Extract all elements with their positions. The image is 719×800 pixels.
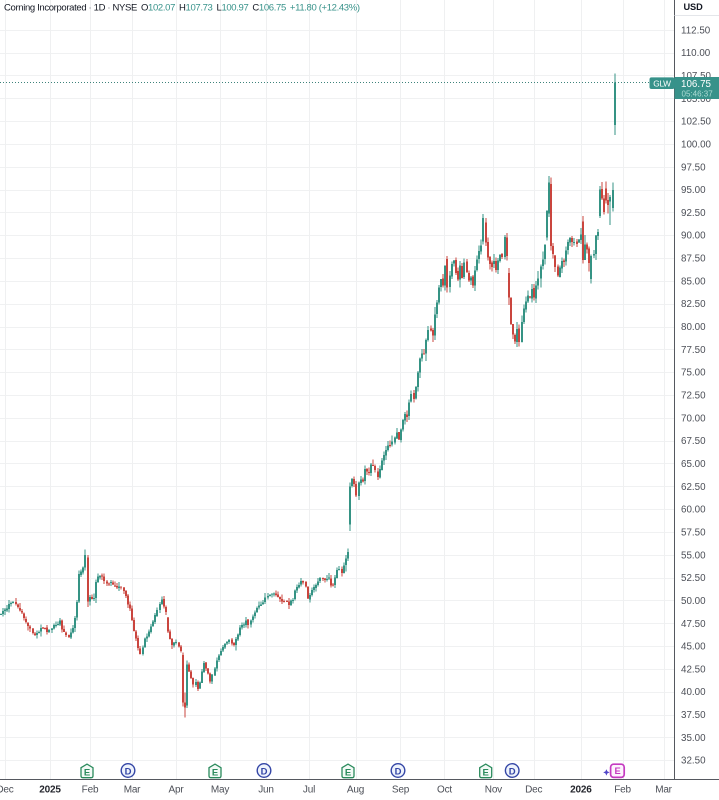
svg-text:2026: 2026 xyxy=(570,785,592,796)
svg-text:Jul: Jul xyxy=(303,785,315,796)
svg-text:45.00: 45.00 xyxy=(681,642,706,653)
svg-text:Nov: Nov xyxy=(485,785,502,796)
svg-text:Oct: Oct xyxy=(437,785,452,796)
svg-text:72.50: 72.50 xyxy=(681,391,706,402)
svg-text:95.00: 95.00 xyxy=(681,185,706,196)
svg-text:62.50: 62.50 xyxy=(681,482,706,493)
svg-text:37.50: 37.50 xyxy=(681,710,706,721)
svg-text:75.00: 75.00 xyxy=(681,368,706,379)
svg-text:May: May xyxy=(211,785,229,796)
svg-text:Aug: Aug xyxy=(347,785,364,796)
svg-text:D: D xyxy=(395,766,402,777)
svg-text:Feb: Feb xyxy=(82,785,99,796)
svg-text:D: D xyxy=(509,766,516,777)
svg-text:105.00: 105.00 xyxy=(681,94,712,105)
svg-text:Dec: Dec xyxy=(0,785,14,796)
svg-text:100.00: 100.00 xyxy=(681,139,712,150)
svg-text:55.00: 55.00 xyxy=(681,550,706,561)
svg-text:Apr: Apr xyxy=(169,785,185,796)
svg-text:77.50: 77.50 xyxy=(681,345,706,356)
svg-text:67.50: 67.50 xyxy=(681,436,706,447)
svg-text:E: E xyxy=(212,768,218,779)
svg-text:107.50: 107.50 xyxy=(681,71,712,82)
svg-text:97.50: 97.50 xyxy=(681,162,706,173)
svg-text:82.50: 82.50 xyxy=(681,299,706,310)
svg-text:Dec: Dec xyxy=(525,785,542,796)
svg-text:57.50: 57.50 xyxy=(681,528,706,539)
svg-text:E: E xyxy=(345,768,351,779)
svg-text:USD: USD xyxy=(684,2,704,12)
svg-text:90.00: 90.00 xyxy=(681,231,706,242)
svg-text:106.75: 106.75 xyxy=(681,79,712,90)
svg-text:E: E xyxy=(84,768,90,779)
svg-text:Corning Incorporated · 1D · NY: Corning Incorporated · 1D · NYSE O102.07 H… xyxy=(4,2,360,13)
svg-text:112.50: 112.50 xyxy=(681,25,711,36)
svg-text:Mar: Mar xyxy=(655,785,672,796)
svg-text:Feb: Feb xyxy=(614,785,631,796)
svg-text:42.50: 42.50 xyxy=(681,664,706,675)
svg-text:2025: 2025 xyxy=(39,785,61,796)
svg-text:85.00: 85.00 xyxy=(681,276,706,287)
svg-text:92.50: 92.50 xyxy=(681,208,706,219)
svg-text:05:46:37: 05:46:37 xyxy=(682,89,714,98)
svg-text:32.50: 32.50 xyxy=(681,756,706,767)
svg-text:60.00: 60.00 xyxy=(681,505,706,516)
svg-text:50.00: 50.00 xyxy=(681,596,706,607)
svg-text:40.00: 40.00 xyxy=(681,687,706,698)
svg-text:D: D xyxy=(125,766,132,777)
svg-text:Sep: Sep xyxy=(392,785,410,796)
svg-text:Mar: Mar xyxy=(124,785,141,796)
svg-text:D: D xyxy=(261,766,268,777)
svg-text:E: E xyxy=(483,768,489,779)
svg-text:70.00: 70.00 xyxy=(681,413,706,424)
svg-text:102.50: 102.50 xyxy=(681,117,712,128)
svg-text:GLW: GLW xyxy=(653,78,671,88)
svg-text:35.00: 35.00 xyxy=(681,733,706,744)
svg-text:52.50: 52.50 xyxy=(681,573,706,584)
svg-text:80.00: 80.00 xyxy=(681,322,706,333)
svg-text:47.50: 47.50 xyxy=(681,619,706,630)
svg-text:Jun: Jun xyxy=(258,785,274,796)
svg-text:E: E xyxy=(614,766,620,776)
svg-text:110.00: 110.00 xyxy=(681,48,711,59)
svg-text:87.50: 87.50 xyxy=(681,254,706,265)
svg-text:65.00: 65.00 xyxy=(681,459,706,470)
